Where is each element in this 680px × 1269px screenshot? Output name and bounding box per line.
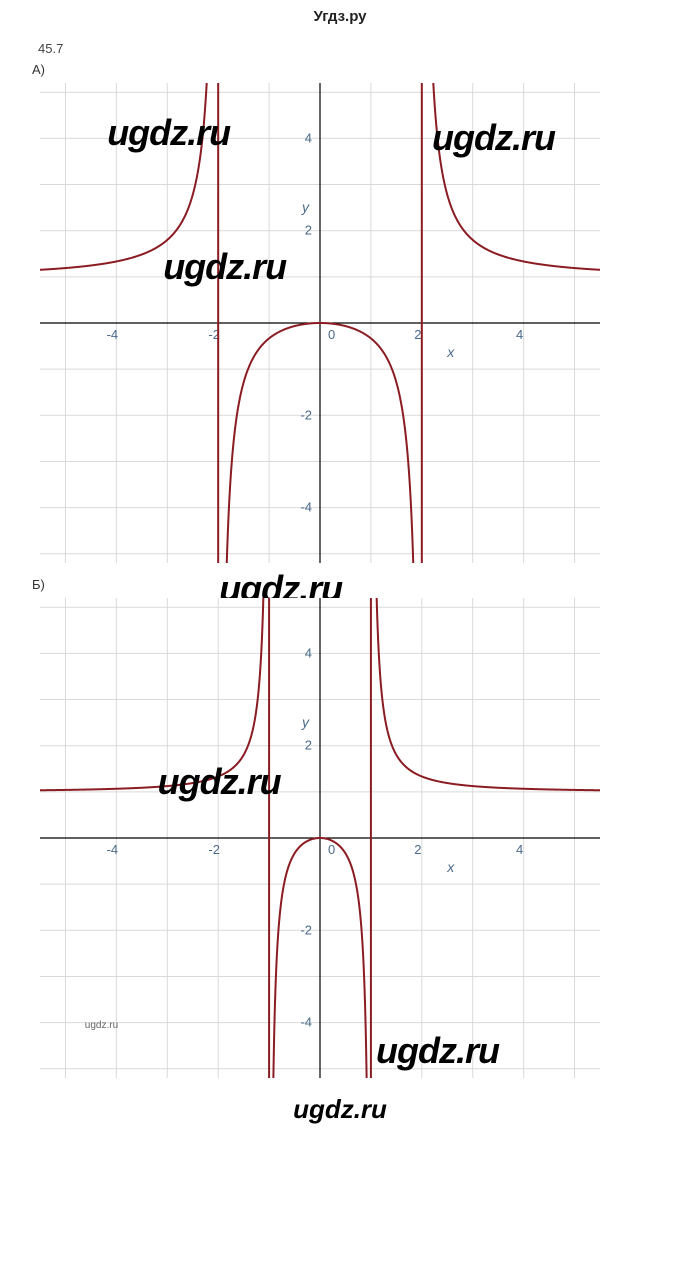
svg-text:0: 0 [328,327,335,342]
svg-text:4: 4 [305,130,312,145]
chart-b: -4-224-4-2240yxugdz.ruugdz.ruugdz.ru [40,598,600,1078]
svg-text:0: 0 [328,842,335,857]
chart-svg: -4-224-4-2240yx [40,83,600,563]
svg-text:4: 4 [305,645,312,660]
chart-a: -4-224-4-2240yxugdz.ruugdz.ruugdz.ruugdz… [40,83,600,563]
svg-text:-4: -4 [107,327,119,342]
svg-text:2: 2 [414,327,421,342]
svg-text:-2: -2 [300,922,312,937]
svg-text:2: 2 [305,223,312,238]
svg-text:2: 2 [414,842,421,857]
svg-text:x: x [446,859,455,875]
svg-text:x: x [446,344,455,360]
svg-text:-2: -2 [300,407,312,422]
svg-text:4: 4 [516,842,523,857]
exercise-number: 45.7 [0,29,680,56]
page: Угдз.ру 45.7 А) -4-224-4-2240yxugdz.ruug… [0,0,680,1125]
svg-text:-4: -4 [300,1015,312,1030]
chart-a-label: А) [0,56,680,79]
svg-text:2: 2 [305,738,312,753]
svg-text:y: y [301,714,310,730]
svg-text:4: 4 [516,327,523,342]
svg-text:-2: -2 [208,842,220,857]
svg-text:-4: -4 [107,842,119,857]
page-title: Угдз.ру [0,0,680,29]
chart-svg: -4 -2 2 4 -4 -2 2 4 0 y x [40,598,600,1078]
svg-text:-4: -4 [300,500,312,515]
footer-watermark: ugdz.ru [0,1086,680,1125]
chart-b-label: Б) [0,571,680,594]
svg-text:y: y [301,199,310,215]
